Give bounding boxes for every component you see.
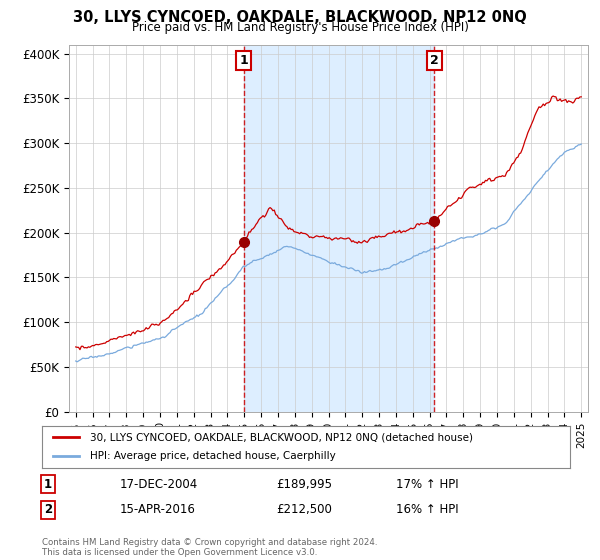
Text: 15-APR-2016: 15-APR-2016 <box>120 503 196 516</box>
Text: £212,500: £212,500 <box>276 503 332 516</box>
Text: 30, LLYS CYNCOED, OAKDALE, BLACKWOOD, NP12 0NQ: 30, LLYS CYNCOED, OAKDALE, BLACKWOOD, NP… <box>73 10 527 25</box>
Text: 17% ↑ HPI: 17% ↑ HPI <box>396 478 458 491</box>
Text: 1: 1 <box>239 54 248 67</box>
Text: Contains HM Land Registry data © Crown copyright and database right 2024.
This d: Contains HM Land Registry data © Crown c… <box>42 538 377 557</box>
Text: 16% ↑ HPI: 16% ↑ HPI <box>396 503 458 516</box>
Text: 1: 1 <box>44 478 52 491</box>
Text: 30, LLYS CYNCOED, OAKDALE, BLACKWOOD, NP12 0NQ (detached house): 30, LLYS CYNCOED, OAKDALE, BLACKWOOD, NP… <box>89 432 473 442</box>
Text: 2: 2 <box>44 503 52 516</box>
Text: £189,995: £189,995 <box>276 478 332 491</box>
Text: 2: 2 <box>430 54 439 67</box>
Text: 17-DEC-2004: 17-DEC-2004 <box>120 478 198 491</box>
Text: HPI: Average price, detached house, Caerphilly: HPI: Average price, detached house, Caer… <box>89 451 335 461</box>
Text: Price paid vs. HM Land Registry's House Price Index (HPI): Price paid vs. HM Land Registry's House … <box>131 21 469 34</box>
Bar <box>244 45 434 412</box>
